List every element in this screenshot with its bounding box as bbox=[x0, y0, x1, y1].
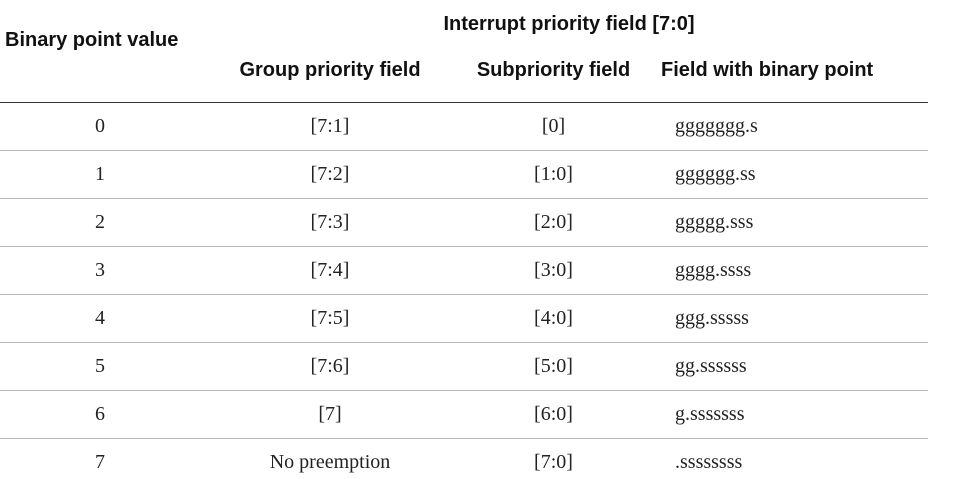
cell-subpriority: [0] bbox=[460, 102, 647, 151]
cell-binary-point: 1 bbox=[0, 150, 200, 199]
cell-field-with-binary-point: g.sssssss bbox=[647, 390, 929, 439]
table-header: Binary point value Interrupt priority fi… bbox=[0, 0, 929, 103]
table-row: 7 No preemption [7:0] .ssssssss bbox=[0, 439, 928, 479]
header-row-sub: Group priority field Subpriority field F… bbox=[0, 39, 929, 103]
cell-subpriority: [3:0] bbox=[460, 246, 647, 295]
cell-subpriority: [1:0] bbox=[460, 150, 647, 199]
cell-subpriority: [7:0] bbox=[534, 451, 573, 473]
cell-binary-point: 4 bbox=[0, 294, 200, 343]
binary-point-table: Binary point value Interrupt priority fi… bbox=[0, 0, 929, 479]
cell-group-priority: [7:5] bbox=[200, 294, 460, 343]
cell-subpriority: [6:0] bbox=[460, 390, 647, 439]
cell-group-priority: [7:4] bbox=[200, 246, 460, 295]
table-row: 5 [7:6] [5:0] gg.ssssss bbox=[0, 342, 929, 391]
header-subpriority-field: Subpriority field bbox=[460, 39, 647, 103]
table-row: 3 [7:4] [3:0] gggg.ssss bbox=[0, 246, 929, 295]
cell-group-priority: [7:6] bbox=[200, 342, 460, 391]
cell-subpriority: [2:0] bbox=[460, 198, 647, 247]
cell-field-with-binary-point: gg.ssssss bbox=[647, 342, 929, 391]
header-field-with-binary-point: Field with binary point bbox=[647, 39, 929, 103]
cell-group-priority: [7:3] bbox=[200, 198, 460, 247]
header-row-top: Binary point value Interrupt priority fi… bbox=[0, 0, 928, 103]
cell-binary-point: 6 bbox=[0, 390, 200, 439]
cell-binary-point: 5 bbox=[0, 342, 200, 391]
cell-group-priority: [7:1] bbox=[200, 102, 460, 151]
header-interrupt-priority-field: Interrupt priority field [7:0] bbox=[443, 13, 695, 35]
header-group-priority-field: Group priority field bbox=[200, 39, 460, 103]
cell-subpriority: [5:0] bbox=[460, 342, 647, 391]
cell-group-priority: [7:2] bbox=[200, 150, 460, 199]
cell-field-with-binary-point: gggggg.ss bbox=[647, 150, 929, 199]
cell-field-with-binary-point: gggg.ssss bbox=[647, 246, 929, 295]
table-row: 4 [7:5] [4:0] ggg.sssss bbox=[0, 294, 929, 343]
cell-binary-point: 0 bbox=[0, 102, 200, 151]
table-row: 1 [7:2] [1:0] gggggg.ss bbox=[0, 150, 929, 199]
cell-binary-point: 7 bbox=[95, 451, 105, 473]
table-body: 0 [7:1] [0] ggggggg.s 1 [7:2] [1:0] gggg… bbox=[0, 102, 929, 479]
cell-group-priority: No preemption bbox=[269, 451, 391, 473]
table-row: 0 [7:1] [0] ggggggg.s bbox=[0, 102, 929, 151]
cell-binary-point: 2 bbox=[0, 198, 200, 247]
table-row: 2 [7:3] [2:0] ggggg.sss bbox=[0, 198, 929, 247]
cell-field-with-binary-point: ggggg.sss bbox=[647, 198, 929, 247]
cell-field-with-binary-point: .ssssssss bbox=[675, 451, 743, 473]
header-binary-point-value: Binary point value bbox=[0, 0, 200, 103]
table-row: 6 [7] [6:0] g.sssssss bbox=[0, 390, 929, 439]
cell-subpriority: [4:0] bbox=[460, 294, 647, 343]
cell-group-priority: [7] bbox=[200, 390, 460, 439]
cell-field-with-binary-point: ggg.sssss bbox=[647, 294, 929, 343]
cell-field-with-binary-point: ggggggg.s bbox=[647, 102, 929, 151]
cell-binary-point: 3 bbox=[0, 246, 200, 295]
